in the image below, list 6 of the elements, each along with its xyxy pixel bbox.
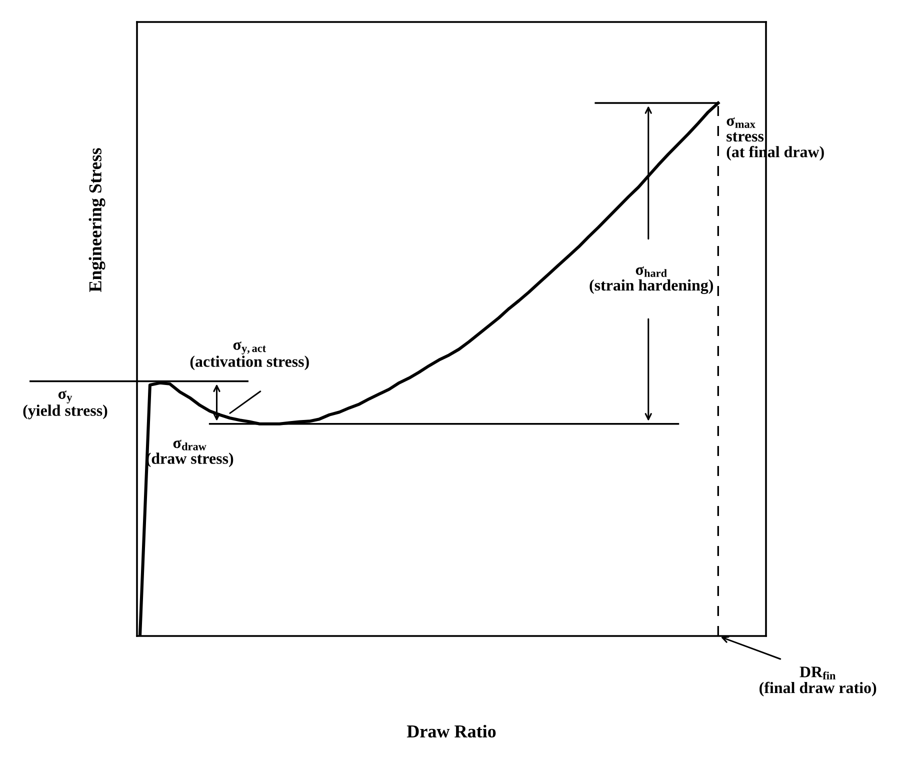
annotation: σ$_{y,act}$ (activation stress) [190,341,309,370]
ref-line-label: σ$_{y}$ (yield stress) [23,390,108,420]
y-axis-title: Engineering Stress [88,148,106,292]
x-axis-title: Draw Ratio [406,724,496,738]
text: DR$_{fin}$ (final draw ratio) [760,666,876,696]
annotation: σ$_{hard}$ (strain hardening) [590,266,714,294]
